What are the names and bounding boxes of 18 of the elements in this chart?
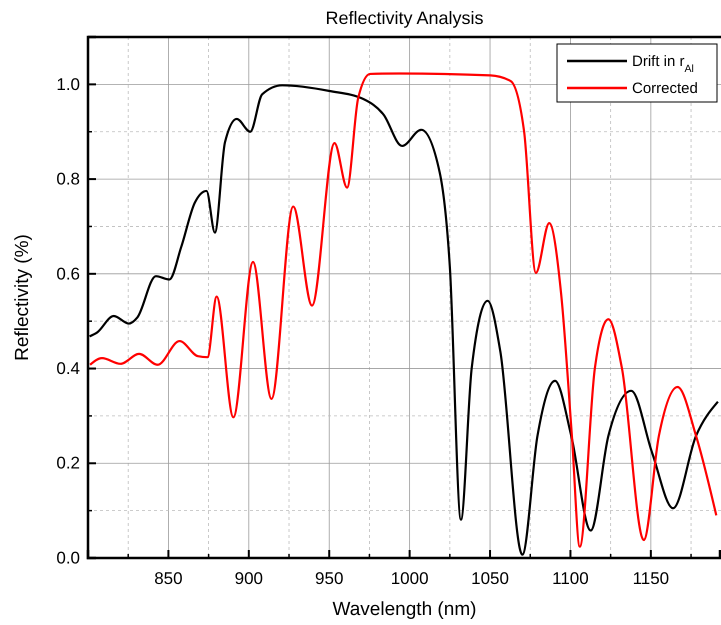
x-tick-label: 1000 [390, 569, 429, 588]
chart-title: Reflectivity Analysis [325, 8, 484, 28]
x-tick-label: 850 [154, 569, 183, 588]
x-tick-label: 1150 [632, 569, 670, 588]
x-axis-title: Wavelength (nm) [332, 599, 476, 620]
y-tick-label: 0.4 [56, 358, 80, 378]
y-tick-label: 0.0 [56, 548, 80, 568]
y-tick-label: 0.8 [56, 170, 80, 189]
y-tick-label: 1.0 [56, 74, 80, 94]
legend-label: Corrected [632, 80, 698, 97]
x-tick-label: 1050 [471, 569, 509, 588]
y-tick-label: 0.2 [56, 454, 80, 473]
x-tick-label: 1100 [552, 569, 589, 588]
y-axis-title: Reflectivity (%) [12, 234, 33, 361]
x-tick-label: 950 [315, 569, 344, 588]
legend-label: Drift in r$_{Al}$ [632, 53, 694, 75]
x-tick-label: 900 [234, 569, 263, 588]
y-tick-label: 0.6 [56, 264, 80, 284]
